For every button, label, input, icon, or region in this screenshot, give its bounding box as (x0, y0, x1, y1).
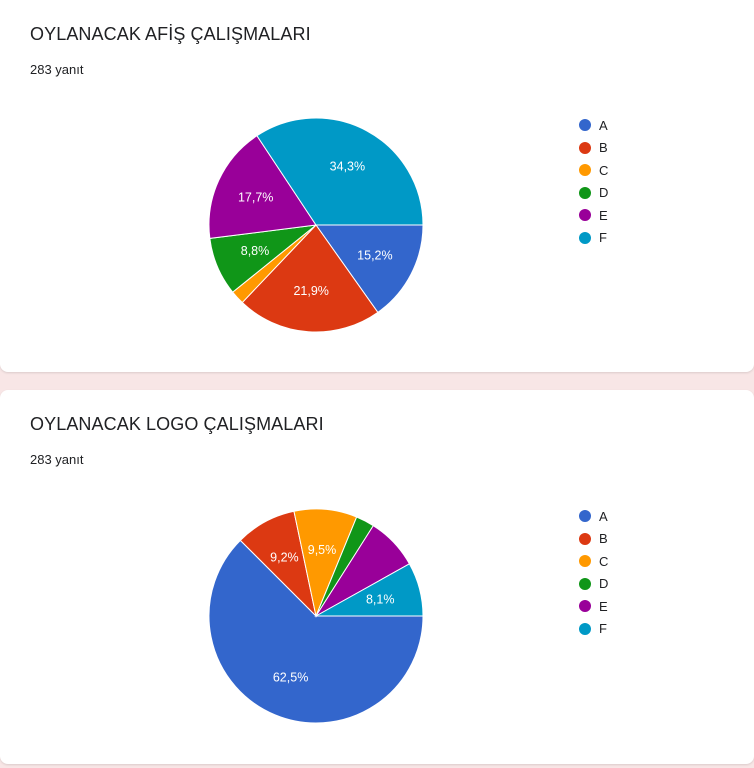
legend-swatch (579, 622, 591, 635)
pie-slice-f[interactable] (256, 117, 424, 226)
legend-item-f[interactable]: F (579, 227, 608, 250)
legend-swatch (579, 555, 591, 568)
chart-card-afis: OYLANACAK AFİŞ ÇALIŞMALARI 283 yanıt 15,… (0, 0, 754, 372)
legend-label: F (599, 230, 607, 246)
legend-swatch (579, 600, 591, 613)
legend-item-e[interactable]: E (579, 595, 608, 618)
pie-slice-a[interactable] (315, 224, 424, 314)
legend-label: C (599, 162, 609, 178)
legend-item-b[interactable]: B (579, 137, 608, 160)
chart-title: OYLANACAK LOGO ÇALIŞMALARI (30, 414, 324, 434)
slice-label-e: 17,7% (238, 190, 273, 204)
legend-item-a[interactable]: A (579, 114, 608, 137)
pie-chart-afis: 15,2% 21,9% 8,8% 17,7% 34,3% (208, 117, 424, 333)
legend-label: F (599, 621, 607, 637)
chart-title: OYLANACAK AFİŞ ÇALIŞMALARI (30, 24, 311, 44)
slice-label-d: 8,8% (241, 244, 270, 258)
slice-label-a: 15,2% (357, 249, 392, 263)
legend-swatch (579, 577, 591, 590)
response-count: 283 yanıt (30, 62, 84, 77)
legend-swatch (579, 231, 591, 244)
pie-chart-logo: 62,5% 9,2% 9,5% 8,1% (208, 508, 424, 724)
legend-label: B (599, 140, 608, 156)
pie-slice-a[interactable] (208, 539, 424, 724)
response-count: 283 yanıt (30, 452, 84, 467)
slice-label-b: 9,2% (270, 551, 299, 565)
pie-slice-b[interactable] (241, 224, 379, 333)
legend-item-b[interactable]: B (579, 528, 608, 551)
legend-label: A (599, 508, 608, 524)
legend-item-c[interactable]: C (579, 550, 608, 573)
slice-label-b: 21,9% (293, 284, 328, 298)
slice-label-c: 9,5% (308, 543, 337, 557)
legend-swatch (579, 186, 591, 199)
slice-label-f: 34,3% (330, 160, 365, 174)
legend-label: A (599, 117, 608, 133)
legend-item-c[interactable]: C (579, 159, 608, 182)
legend-label: C (599, 553, 609, 569)
pie-slice-f[interactable] (314, 563, 424, 617)
legend-swatch (579, 209, 591, 222)
legend-item-a[interactable]: A (579, 505, 608, 528)
legend-swatch (579, 141, 591, 154)
legend-swatch (579, 119, 591, 132)
legend-item-e[interactable]: E (579, 204, 608, 227)
slice-label-a: 62,5% (273, 670, 308, 684)
legend-item-f[interactable]: F (579, 618, 608, 641)
legend-label: D (599, 185, 609, 201)
legend-item-d[interactable]: D (579, 182, 608, 205)
slice-label-f: 8,1% (366, 592, 395, 606)
legend-swatch (579, 510, 591, 523)
chart-card-logo: OYLANACAK LOGO ÇALIŞMALARI 283 yanıt 62,… (0, 390, 754, 764)
legend-label: D (599, 576, 609, 592)
legend-item-d[interactable]: D (579, 573, 608, 596)
legend-swatch (579, 532, 591, 545)
legend-label: E (599, 207, 608, 223)
pie-slice-e[interactable] (208, 135, 317, 239)
legend-label: B (599, 531, 608, 547)
legend-label: E (599, 598, 608, 614)
legend-swatch (579, 164, 591, 177)
